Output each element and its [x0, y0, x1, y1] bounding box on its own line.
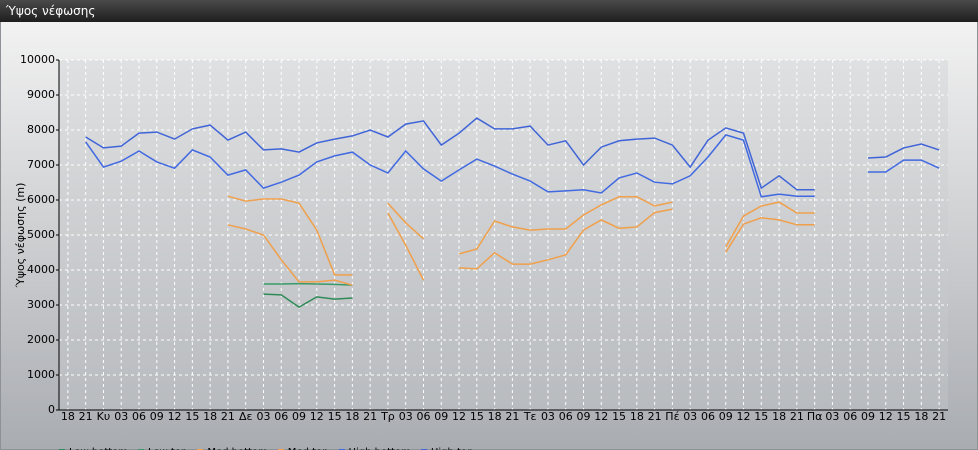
- x-tick-label: 12: [879, 410, 893, 422]
- window-title: Ύψος νέφωσης: [0, 0, 978, 22]
- x-tick-label: 21: [505, 410, 519, 422]
- x-tick-label: 06: [559, 410, 573, 422]
- y-axis-label: Ύψος νέφωσης (m): [14, 183, 27, 289]
- x-tick-label: Τε: [523, 410, 537, 422]
- x-tick-label: 09: [719, 410, 733, 422]
- x-tick-label: 15: [470, 410, 484, 422]
- y-tick-label: 4000: [27, 263, 55, 276]
- x-tick-label: 12: [594, 410, 608, 422]
- legend-label: High top: [431, 447, 474, 450]
- x-tick-label: 12: [168, 410, 182, 422]
- x-tick-label: 15: [185, 410, 199, 422]
- x-tick-label: 21: [932, 410, 946, 422]
- x-tick-label: 03: [256, 410, 270, 422]
- x-tick-label: 21: [648, 410, 662, 422]
- x-tick-label: 09: [861, 410, 875, 422]
- x-tick-label: 21: [790, 410, 804, 422]
- x-tick-label: 03: [825, 410, 839, 422]
- x-tick-label: 12: [310, 410, 324, 422]
- y-tick-label: 1000: [27, 368, 55, 381]
- legend-label: High bottom: [349, 447, 411, 450]
- x-tick-label: 12: [737, 410, 751, 422]
- series-line: [85, 134, 940, 198]
- x-tick-label: 09: [150, 410, 164, 422]
- x-tick-label: 21: [79, 410, 93, 422]
- x-tick-label: 03: [541, 410, 555, 422]
- x-tick-label: 18: [203, 410, 217, 422]
- x-tick-label: 06: [416, 410, 430, 422]
- x-tick-label: 18: [914, 410, 928, 422]
- series-line: [263, 293, 353, 308]
- x-tick-label: 06: [274, 410, 288, 422]
- x-tick-label: Πα: [807, 410, 823, 422]
- series-line: [263, 282, 353, 286]
- x-tick-label: 18: [345, 410, 359, 422]
- x-tick-label: 06: [843, 410, 857, 422]
- series-line: [227, 195, 815, 276]
- chart-area: Ύψος νέφωσης (m) 0 1000 2000 3000 4000 5000 60…: [1, 22, 977, 450]
- series-line: [227, 208, 815, 286]
- x-tick-label: 21: [363, 410, 377, 422]
- x-tick-label: Κυ: [97, 410, 111, 422]
- x-tick-label: Πέ: [665, 410, 679, 422]
- x-tick-label: 09: [434, 410, 448, 422]
- series-line: [85, 117, 940, 191]
- legend-label: Low bottom: [69, 447, 128, 450]
- y-tick-label: 2000: [27, 333, 55, 346]
- y-tick-label: 10000: [20, 53, 55, 66]
- y-tick-label: 5000: [27, 228, 55, 241]
- legend-label: Med top: [288, 447, 329, 450]
- y-tick-label: 8000: [27, 123, 55, 136]
- x-tick-label: 03: [399, 410, 413, 422]
- x-tick-label: Τρ: [380, 410, 395, 422]
- x-tick-label: 03: [683, 410, 697, 422]
- y-tick-label: 7000: [27, 158, 55, 171]
- x-tick-label: 15: [328, 410, 342, 422]
- x-tick-label: 06: [701, 410, 715, 422]
- x-tick-label: Δε: [239, 410, 253, 422]
- x-tick-label: 21: [221, 410, 235, 422]
- y-tick-label: 9000: [27, 88, 55, 101]
- y-tick-label: 6000: [27, 193, 55, 206]
- x-tick-label: 15: [897, 410, 911, 422]
- x-tick-label: 18: [488, 410, 502, 422]
- y-tick-label: 3000: [27, 298, 55, 311]
- x-tick-label: 12: [452, 410, 466, 422]
- y-tick-label: 0: [48, 403, 55, 416]
- legend-label: Med bottom: [207, 447, 267, 450]
- x-tick-label: 15: [754, 410, 768, 422]
- x-tick-label: 18: [61, 410, 75, 422]
- chart: Ύψος νέφωσης (m) 0 1000 2000 3000 4000 5000 60…: [14, 53, 948, 423]
- x-tick-label: 15: [612, 410, 626, 422]
- x-tick-label: 03: [114, 410, 128, 422]
- x-tick-label: 18: [772, 410, 786, 422]
- legend-label: Low top: [148, 447, 187, 450]
- x-tick-label: 09: [292, 410, 306, 422]
- x-tick-label: 09: [577, 410, 591, 422]
- x-tick-label: 18: [630, 410, 644, 422]
- x-tick-label: 06: [132, 410, 146, 422]
